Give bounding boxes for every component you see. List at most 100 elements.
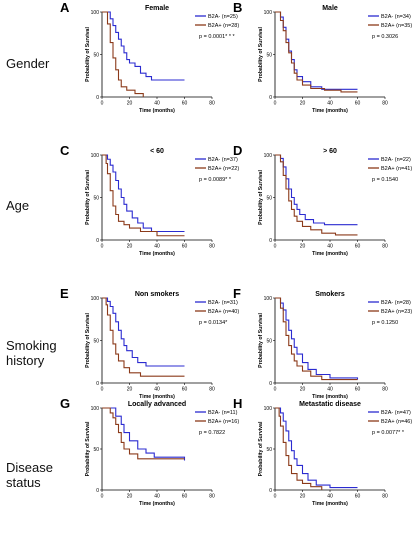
y-axis-title: Probability of Survival	[258, 27, 264, 82]
panel-title: Smokers	[315, 291, 345, 298]
x-tick-label: 60	[355, 494, 361, 500]
x-tick-label: 20	[127, 494, 133, 500]
row-label-line: Disease	[6, 460, 53, 475]
x-tick-label: 80	[209, 244, 215, 250]
x-axis-title: Time (months)	[139, 108, 175, 114]
x-tick-label: 40	[154, 387, 160, 393]
p-value-label: p = 0.3026	[372, 34, 398, 40]
p-value-label: p = 0.0077* *	[372, 430, 405, 436]
survival-curve-b2a-positive	[275, 11, 358, 93]
y-tick-label: 100	[264, 406, 273, 412]
panel-letter: H	[233, 396, 242, 411]
y-tick-label: 100	[91, 296, 100, 302]
y-tick-label: 100	[91, 153, 100, 159]
y-tick-label: 0	[96, 238, 99, 244]
x-tick-label: 0	[101, 387, 104, 393]
survival-curve-b2a-positive	[275, 154, 358, 236]
survival-curve-b2a-negative	[275, 154, 358, 226]
x-tick-label: 20	[300, 387, 306, 393]
survival-curve-b2a-negative	[102, 297, 185, 367]
x-tick-label: 80	[382, 387, 388, 393]
panel-h: H Metastatic disease 0 50 100 0 20 40 60 80 Time (…	[233, 396, 412, 507]
legend-label: B2A- (n=34)	[381, 14, 411, 20]
x-tick-label: 0	[274, 494, 277, 500]
x-tick-label: 20	[300, 244, 306, 250]
y-tick-label: 100	[91, 406, 100, 412]
survival-curve-b2a-positive	[102, 407, 185, 460]
panel-b: B Male 0 50 100 0 20 40 60 80 Time (months) Probabi…	[233, 0, 412, 114]
x-tick-label: 20	[127, 387, 133, 393]
survival-curve-b2a-negative	[275, 407, 358, 489]
panel-letter: G	[60, 396, 70, 411]
row-label-line: history	[6, 353, 45, 368]
x-tick-label: 60	[182, 244, 188, 250]
y-tick-label: 50	[93, 447, 99, 453]
legend-label: B2A+ (n=22)	[208, 166, 239, 172]
panel-letter: E	[60, 286, 69, 301]
y-tick-label: 100	[264, 296, 273, 302]
row-label: Gender	[6, 56, 50, 71]
panel-c: C < 60 0 50 100 0 20 40 60 80 Time (months) Probabi…	[60, 143, 239, 257]
legend-label: B2A- (n=11)	[208, 410, 238, 416]
legend-label: B2A- (n=22)	[381, 157, 411, 163]
panel-title: > 60	[323, 148, 337, 155]
legend-label: B2A+ (n=41)	[381, 166, 412, 172]
y-tick-label: 0	[96, 488, 99, 494]
y-axis-title: Probability of Survival	[258, 421, 264, 476]
x-tick-label: 0	[274, 244, 277, 250]
p-value-label: p = 0.0089* *	[199, 177, 232, 183]
y-tick-label: 0	[269, 95, 272, 101]
y-tick-label: 50	[266, 338, 272, 344]
y-tick-label: 0	[96, 381, 99, 387]
x-axis-title: Time (months)	[312, 394, 348, 400]
y-tick-label: 0	[269, 488, 272, 494]
y-tick-label: 100	[264, 153, 273, 159]
y-tick-label: 100	[264, 10, 273, 16]
x-tick-label: 0	[274, 387, 277, 393]
panel-letter: F	[233, 286, 241, 301]
survival-curve-b2a-positive	[102, 11, 144, 97]
row-label-line: Smoking	[6, 338, 57, 353]
x-tick-label: 40	[154, 494, 160, 500]
legend-label: B2A- (n=37)	[208, 157, 238, 163]
p-value-label: p = 0.7822	[199, 430, 225, 436]
legend-label: B2A+ (n=40)	[208, 309, 239, 315]
x-tick-label: 40	[154, 101, 160, 107]
x-tick-label: 20	[127, 244, 133, 250]
legend-label: B2A+ (n=28)	[208, 23, 239, 29]
legend-label: B2A+ (n=16)	[208, 419, 239, 425]
x-tick-label: 80	[209, 387, 215, 393]
legend-label: B2A- (n=25)	[208, 14, 238, 20]
panel-title: Non smokers	[135, 291, 179, 298]
x-tick-label: 20	[127, 101, 133, 107]
x-tick-label: 80	[209, 494, 215, 500]
y-axis-title: Probability of Survival	[258, 170, 264, 225]
panel-title: Male	[322, 5, 338, 12]
p-value-label: p = 0.0134*	[199, 320, 228, 326]
x-tick-label: 20	[300, 494, 306, 500]
y-axis-title: Probability of Survival	[85, 170, 91, 225]
panel-title: Metastatic disease	[299, 401, 361, 408]
x-tick-label: 0	[101, 494, 104, 500]
y-tick-label: 50	[266, 195, 272, 201]
row-label-line: status	[6, 475, 41, 490]
y-axis-title: Probability of Survival	[85, 27, 91, 82]
x-tick-label: 40	[327, 244, 333, 250]
x-axis-title: Time (months)	[312, 501, 348, 507]
panel-letter: D	[233, 143, 242, 158]
panel-letter: C	[60, 143, 70, 158]
x-axis-title: Time (months)	[139, 394, 175, 400]
x-tick-label: 0	[101, 244, 104, 250]
y-tick-label: 100	[91, 10, 100, 16]
y-tick-label: 0	[96, 95, 99, 101]
panel-title: < 60	[150, 148, 164, 155]
survival-curve-b2a-negative	[102, 11, 185, 81]
survival-curve-b2a-positive	[102, 154, 185, 237]
x-axis-title: Time (months)	[312, 108, 348, 114]
x-tick-label: 80	[382, 494, 388, 500]
legend-label: B2A+ (n=46)	[381, 419, 412, 425]
y-tick-label: 0	[269, 381, 272, 387]
legend-label: B2A+ (n=35)	[381, 23, 412, 29]
x-axis-title: Time (months)	[312, 251, 348, 257]
